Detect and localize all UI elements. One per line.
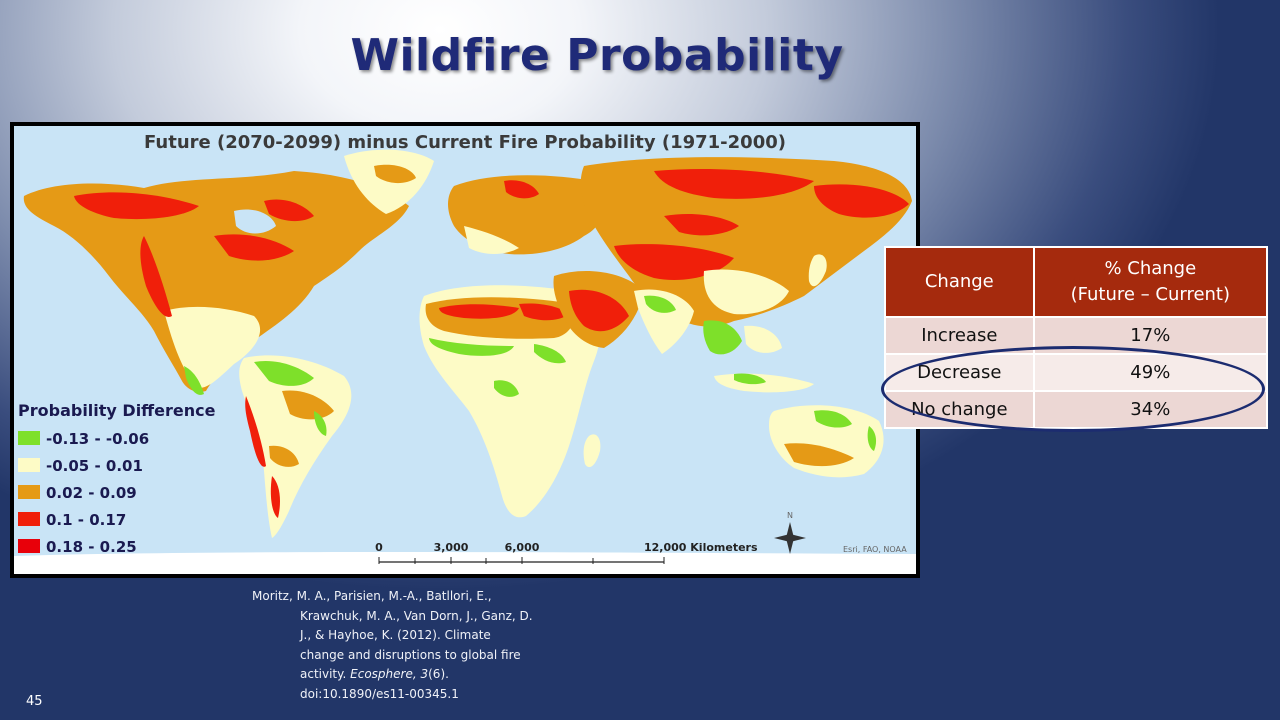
svg-text:6,000: 6,000 xyxy=(505,541,540,554)
legend-item: 0.02 - 0.09 xyxy=(18,484,137,502)
column-header-percent-change: % Change (Future – Current) xyxy=(1032,246,1269,318)
slide-title: Wildfire Probability xyxy=(350,30,844,81)
highlight-oval xyxy=(881,346,1265,432)
svg-text:-0.13 - -0.06: -0.13 - -0.06 xyxy=(46,430,149,448)
antarctica xyxy=(14,552,916,574)
row-label: Increase xyxy=(884,316,1035,355)
south-america xyxy=(239,355,352,538)
svg-text:3,000: 3,000 xyxy=(434,541,469,554)
table-header-row: Change % Change (Future – Current) xyxy=(884,246,1269,318)
map-credit: Esri, FAO, NOAA xyxy=(843,545,907,554)
europe xyxy=(448,175,605,255)
legend-item: -0.05 - 0.01 xyxy=(18,457,143,475)
legend-item: 0.1 - 0.17 xyxy=(18,511,126,529)
slide-number: 45 xyxy=(26,694,43,709)
svg-text:0.18 - 0.25: 0.18 - 0.25 xyxy=(46,538,137,556)
legend: Probability Difference -0.13 - -0.06 -0.… xyxy=(18,401,216,556)
svg-text:12,000 Kilometers: 12,000 Kilometers xyxy=(644,541,758,554)
citation: Moritz, M. A., Parisien, M.-A., Batllori… xyxy=(252,589,533,701)
legend-title: Probability Difference xyxy=(18,401,216,420)
north-arrow-icon: N xyxy=(774,511,806,554)
north-america xyxy=(23,149,434,395)
svg-text:0: 0 xyxy=(375,541,383,554)
map-title: Future (2070-2099) minus Current Fire Pr… xyxy=(144,132,786,153)
asia xyxy=(580,157,912,393)
svg-text:N: N xyxy=(787,511,793,520)
africa xyxy=(419,285,601,518)
svg-text:-0.05 - 0.01: -0.05 - 0.01 xyxy=(46,457,143,475)
svg-text:0.02 - 0.09: 0.02 - 0.09 xyxy=(46,484,137,502)
legend-item: -0.13 - -0.06 xyxy=(18,430,149,448)
column-header-change: Change xyxy=(884,246,1035,318)
scale-bar: 0 3,000 6,000 12,000 Kilometers xyxy=(375,541,758,564)
australia xyxy=(769,405,884,478)
svg-text:0.1 - 0.17: 0.1 - 0.17 xyxy=(46,511,126,529)
legend-item: 0.18 - 0.25 xyxy=(18,538,137,556)
table-row: Increase 17% xyxy=(884,316,1269,355)
middle-east xyxy=(553,271,644,348)
fire-probability-map: Future (2070-2099) minus Current Fire Pr… xyxy=(10,122,920,578)
row-value: 17% xyxy=(1032,316,1269,355)
